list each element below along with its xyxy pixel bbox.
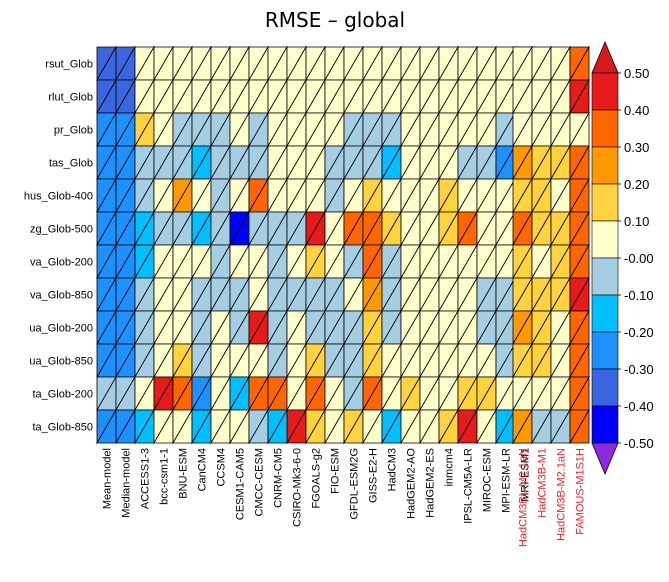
column-label-3: bcc-csm1-1 [159, 448, 171, 505]
colorbar: 0.50 0.40 0.30 0.20 0.10 -0.00 -0.10 -0.20 -0.30… [591, 40, 654, 476]
column-label-19: IPSL-CM5A-LR [463, 448, 475, 524]
row-label-10: ta_Glob-200 [32, 389, 93, 401]
row-label-5: zg_Glob-500 [30, 224, 93, 236]
colorbar-bin-8 [591, 368, 619, 407]
column-label-10: CSIRO-Mk3-6-0 [292, 448, 304, 527]
colorbar-extend-min [591, 442, 619, 476]
colorbar-bin-3 [591, 183, 619, 222]
column-label-20: MIROC-ESM [482, 448, 494, 512]
column-label-2: ACCESS1-3 [140, 448, 152, 509]
column-label-4: BNU-ESM [178, 448, 190, 499]
column-label-13: GFDL-ESM2G [349, 448, 361, 520]
column-label-5: CanCM4 [197, 448, 209, 491]
colorbar-bin-5 [591, 257, 619, 296]
highlighted-column-label-0: HadCM3BL-M2.1aN [518, 448, 530, 547]
column-label-7: CESM1-CAM5 [235, 448, 247, 520]
colorbar-label-3: 0.20 [624, 177, 649, 192]
colorbar-label-4: 0.10 [624, 214, 649, 229]
chart-title: RMSE – global [265, 8, 405, 32]
row-label-4: hus_Glob-400 [24, 191, 93, 203]
colorbar-label-2: 0.30 [624, 140, 649, 155]
highlighted-column-label-1: HadCM3B-M1 [537, 448, 549, 518]
colorbar-extend-max [591, 40, 619, 74]
column-label-1: Median-model [121, 448, 133, 518]
row-label-0: rsut_Glob [45, 59, 93, 71]
colorbar-bin-4 [591, 220, 619, 259]
colorbar-label-1: 0.40 [624, 103, 649, 118]
column-label-21: MPI-ESM-LR [501, 448, 513, 513]
column-label-6: CCSM4 [216, 448, 228, 487]
colorbar-label-7: -0.20 [624, 325, 654, 340]
colorbar-label-0: 0.50 [624, 66, 649, 81]
highlighted-models-grid [512, 45, 590, 445]
colorbar-label-9: -0.40 [624, 399, 654, 414]
colorbar-bin-1 [591, 109, 619, 148]
colorbar-label-6: -0.10 [624, 288, 654, 303]
main-heatmap-grid [96, 45, 535, 445]
colorbar-bin-9 [591, 405, 619, 444]
colorbar-label-8: -0.30 [624, 362, 654, 377]
column-label-8: CMCC-CESM [254, 448, 266, 516]
column-labels: Mean-model Median-model ACCESS1-3 bcc-csm1-… [102, 448, 587, 547]
row-label-9: ua_Glob-850 [29, 356, 93, 368]
colorbar-bin-2 [591, 146, 619, 185]
colorbar-bin-0 [591, 72, 619, 111]
column-label-0: Mean-model [102, 448, 114, 509]
colorbar-bin-6 [591, 294, 619, 333]
column-label-18: inmcm4 [444, 448, 456, 487]
row-label-11: ta_Glob-850 [32, 422, 93, 434]
column-label-17: HadGEM2-ES [425, 448, 437, 518]
row-labels: rsut_Glob rlut_Glob pr_Glob tas_Glob hus_Glo… [24, 59, 93, 434]
row-label-3: tas_Glob [49, 158, 93, 170]
colorbar-label-5: -0.00 [624, 251, 654, 266]
column-label-22: MRI-ESM1 [520, 448, 532, 502]
colorbar-label-10: -0.50 [624, 436, 654, 451]
column-label-16: HadGEM2-AO [406, 448, 418, 519]
highlighted-column-label-2: HadCM3B-M2.1aN [556, 448, 568, 541]
column-label-12: FIO-ESM [330, 448, 342, 494]
column-label-9: CNRM-CM5 [273, 448, 285, 508]
row-label-1: rlut_Glob [48, 92, 93, 104]
highlighted-column-label-3: FAMOUS-M1S1H [575, 448, 587, 535]
column-label-14: GISS-E2-H [368, 448, 380, 503]
row-label-7: va_Glob-850 [30, 290, 93, 302]
row-label-8: ua_Glob-200 [29, 323, 93, 335]
row-label-2: pr_Glob [54, 125, 93, 137]
colorbar-bin-7 [591, 331, 619, 370]
column-label-11: FGOALS-g2 [311, 448, 323, 509]
row-label-6: va_Glob-200 [30, 257, 93, 269]
cell-hi-11-3-lower [569, 408, 590, 444]
column-label-15: HadCM3 [387, 448, 399, 491]
